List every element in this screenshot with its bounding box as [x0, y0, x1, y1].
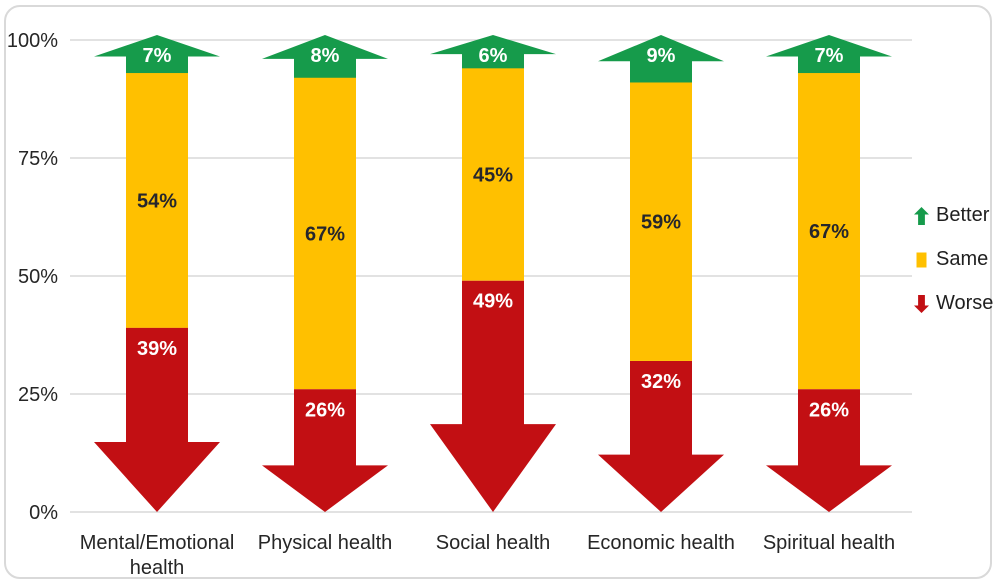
mental-emotional-health-worse-arrow	[94, 327, 220, 512]
mental-emotional-health-same-segment	[126, 73, 188, 328]
spiritual-health-same-segment	[798, 73, 860, 390]
spiritual-health-same-value-label: 67%	[809, 221, 849, 243]
y-tick-label-75: 75%	[18, 148, 58, 170]
mental-emotional-health-better-arrow	[94, 35, 220, 75]
category-label-social-health: Social health	[436, 532, 551, 554]
physical-health-same-value-label: 67%	[305, 224, 345, 246]
category-label-mental-emotional-health: Mental/Emotional health	[80, 532, 235, 579]
y-tick-label-50: 50%	[18, 266, 58, 288]
social-health-same-value-label: 45%	[473, 165, 513, 187]
up-arrow-icon	[914, 206, 929, 225]
y-tick-label-100: 100%	[7, 30, 58, 52]
physical-health-same-segment	[294, 77, 356, 390]
social-health-worse-arrow	[430, 280, 556, 512]
category-label-economic-health: Economic health	[587, 532, 735, 554]
legend-label-worse: Worse	[936, 292, 994, 314]
physical-health-better-value-label: 8%	[311, 45, 340, 67]
chart-card: 0% 25% 50% 75% 100% 7% 54% 39% Mental/Emotional h…	[4, 5, 993, 579]
economic-health-better-value-label: 9%	[647, 45, 676, 67]
social-health-worse-value-label: 49%	[473, 291, 513, 313]
economic-health-worse-value-label: 32%	[641, 371, 681, 393]
y-tick-label-25: 25%	[18, 384, 58, 406]
chart-legend: Better Same Worse	[914, 204, 993, 315]
social-health-better-value-label: 6%	[479, 45, 508, 67]
legend-item-worse: Worse	[914, 292, 993, 315]
physical-health-worse-value-label: 26%	[305, 399, 345, 421]
spiritual-health-better-value-label: 7%	[815, 45, 844, 67]
category-label-physical-health: Physical health	[258, 532, 393, 554]
y-tick-label-0: 0%	[29, 502, 58, 524]
economic-health-better-arrow	[598, 35, 724, 84]
social-health-same-segment	[462, 68, 524, 281]
physical-health-worse-arrow	[262, 389, 388, 512]
legend-item-better: Better	[914, 204, 993, 227]
legend-label-better: Better	[936, 204, 990, 226]
spiritual-health-worse-arrow	[766, 389, 892, 512]
physical-health-better-arrow	[262, 35, 388, 79]
legend-item-same: Same	[914, 248, 993, 271]
mental-emotional-health-worse-value-label: 39%	[137, 338, 177, 360]
economic-health-same-value-label: 59%	[641, 212, 681, 234]
economic-health-worse-arrow	[598, 360, 724, 512]
square-icon	[916, 252, 927, 267]
mental-emotional-health-same-value-label: 54%	[137, 190, 177, 212]
social-health-better-arrow	[430, 35, 556, 70]
down-arrow-icon	[914, 294, 929, 313]
economic-health-same-segment	[630, 82, 692, 361]
mental-emotional-health-better-value-label: 7%	[143, 45, 172, 67]
legend-label-same: Same	[936, 248, 989, 270]
spiritual-health-worse-value-label: 26%	[809, 399, 849, 421]
spiritual-health-better-arrow	[766, 35, 892, 75]
category-label-spiritual-health: Spiritual health	[763, 532, 895, 554]
